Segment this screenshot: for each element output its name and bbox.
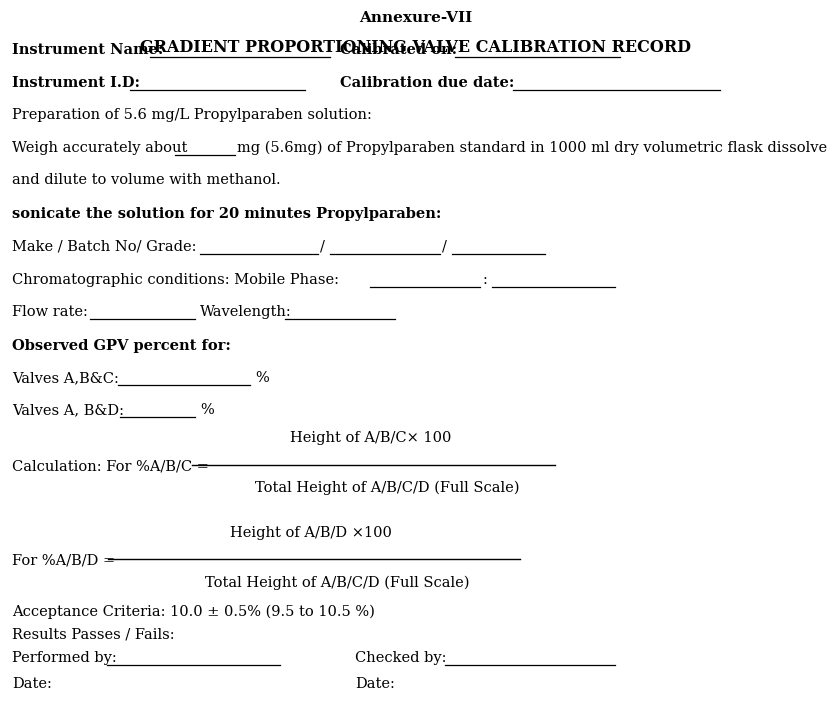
Text: Weigh accurately about: Weigh accurately about <box>12 141 187 155</box>
Text: Flow rate:: Flow rate: <box>12 305 88 319</box>
Text: Total Height of A/B/C/D (Full Scale): Total Height of A/B/C/D (Full Scale) <box>255 481 519 495</box>
Text: Height of A/B/D ×100: Height of A/B/D ×100 <box>230 526 392 540</box>
Text: Make / Batch No/ Grade:: Make / Batch No/ Grade: <box>12 240 196 254</box>
Text: /: / <box>320 240 324 254</box>
Text: Total Height of A/B/C/D (Full Scale): Total Height of A/B/C/D (Full Scale) <box>205 575 469 590</box>
Text: Wavelength:: Wavelength: <box>200 305 292 319</box>
Text: Checked by:: Checked by: <box>355 651 447 665</box>
Text: sonicate the solution for 20 minutes Propylparaben:: sonicate the solution for 20 minutes Pro… <box>12 207 441 221</box>
Text: Calculation: For %A/B/C =: Calculation: For %A/B/C = <box>12 459 209 473</box>
Text: Instrument I.D:: Instrument I.D: <box>12 76 140 90</box>
Text: mg (5.6mg) of Propylparaben standard in 1000 ml dry volumetric flask dissolve: mg (5.6mg) of Propylparaben standard in … <box>237 140 827 155</box>
Text: Chromatographic conditions: Mobile Phase:: Chromatographic conditions: Mobile Phase… <box>12 273 339 287</box>
Text: /: / <box>442 240 447 254</box>
Text: %: % <box>255 371 269 385</box>
Text: Acceptance Criteria: 10.0 ± 0.5% (9.5 to 10.5 %): Acceptance Criteria: 10.0 ± 0.5% (9.5 to… <box>12 604 375 619</box>
Text: and dilute to volume with methanol.: and dilute to volume with methanol. <box>12 173 280 187</box>
Text: Valves A,B&C:: Valves A,B&C: <box>12 371 119 385</box>
Text: :: : <box>482 273 487 287</box>
Text: %: % <box>200 403 214 417</box>
Text: Preparation of 5.6 mg/L Propylparaben solution:: Preparation of 5.6 mg/L Propylparaben so… <box>12 108 372 122</box>
Text: GRADIENT PROPORTIONING VALVE CALIBRATION RECORD: GRADIENT PROPORTIONING VALVE CALIBRATION… <box>141 39 691 56</box>
Text: Valves A, B&D:: Valves A, B&D: <box>12 403 124 417</box>
Text: Calibrated on:: Calibrated on: <box>340 43 457 57</box>
Text: Results Passes / Fails:: Results Passes / Fails: <box>12 627 175 641</box>
Text: Date:: Date: <box>355 677 395 691</box>
Text: Height of A/B/C× 100: Height of A/B/C× 100 <box>290 431 452 445</box>
Text: Performed by:: Performed by: <box>12 651 116 665</box>
Text: Annexure-VII: Annexure-VII <box>359 11 473 25</box>
Text: Instrument Name:: Instrument Name: <box>12 43 163 57</box>
Text: Calibration due date:: Calibration due date: <box>340 76 514 90</box>
Text: Observed GPV percent for:: Observed GPV percent for: <box>12 339 230 353</box>
Text: For %A/B/D =: For %A/B/D = <box>12 553 115 567</box>
Text: Date:: Date: <box>12 677 52 691</box>
